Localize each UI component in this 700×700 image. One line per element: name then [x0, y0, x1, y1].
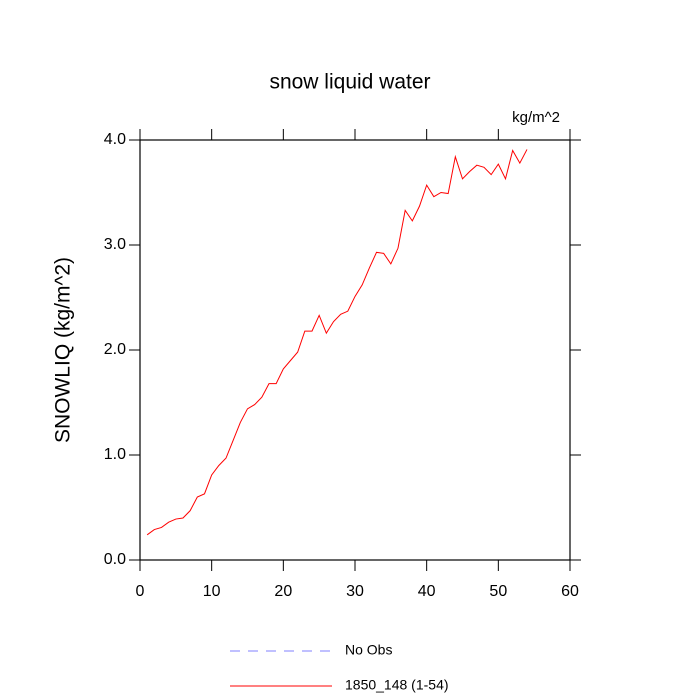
y-tick-label: 3.0 — [104, 236, 126, 253]
y-tick-label: 1.0 — [104, 446, 126, 463]
y-tick-label: 2.0 — [104, 341, 126, 358]
y-axis-label: SNOWLIQ (kg/m^2) — [52, 257, 75, 443]
units-label: kg/m^2 — [512, 109, 560, 126]
data-line — [146, 149, 528, 536]
y-tick-label: 4.0 — [104, 131, 126, 148]
y-tick-label: 0.0 — [104, 551, 126, 568]
x-tick-label: 20 — [274, 583, 292, 600]
x-tick-label: 30 — [346, 583, 364, 600]
x-tick-label: 40 — [418, 583, 436, 600]
legend-label: No Obs — [345, 642, 392, 658]
legend-label: 1850_148 (1-54) — [345, 677, 449, 693]
x-tick-label: 60 — [561, 583, 579, 600]
x-tick-label: 0 — [136, 583, 145, 600]
x-tick-label: 50 — [489, 583, 507, 600]
chart-title: snow liquid water — [269, 71, 430, 94]
x-tick-label: 10 — [203, 583, 221, 600]
